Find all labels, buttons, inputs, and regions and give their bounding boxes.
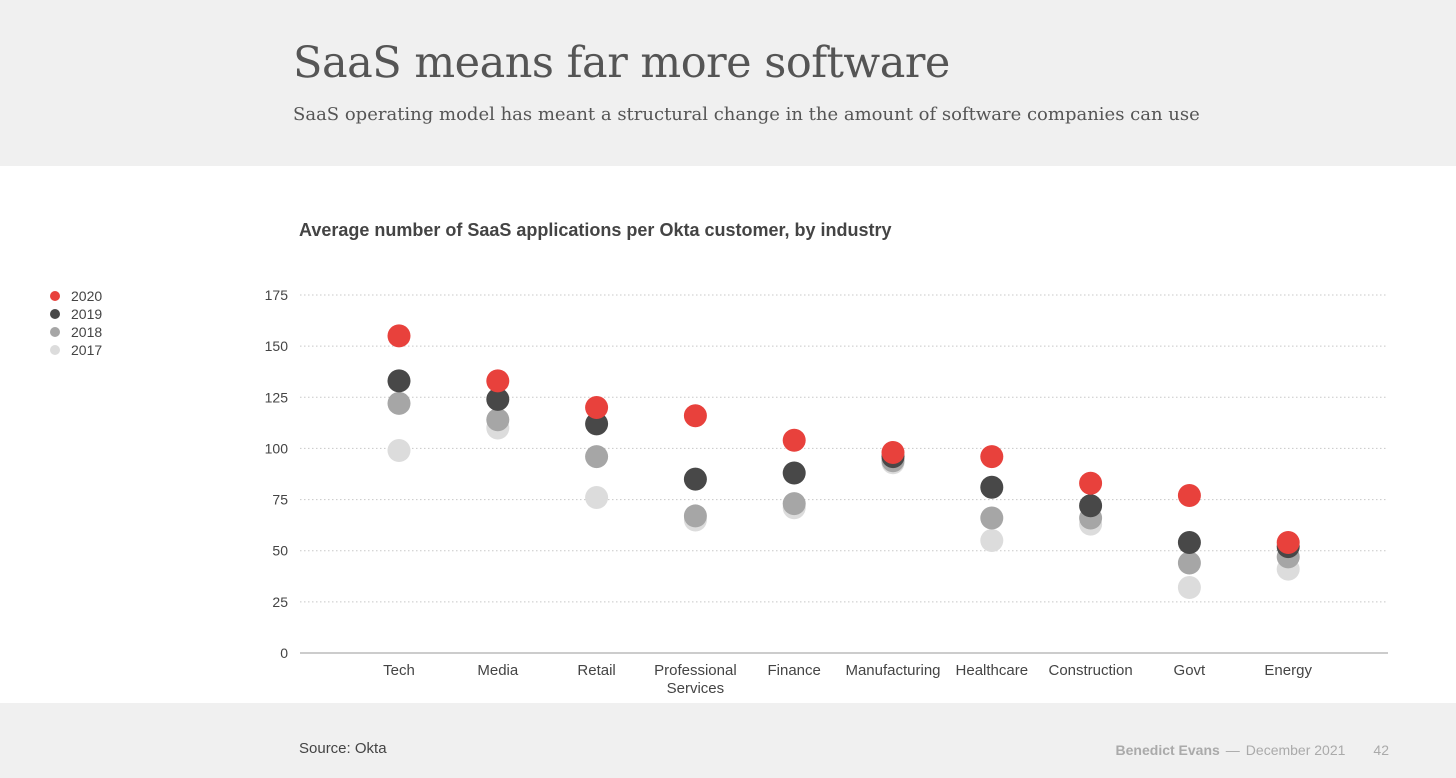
data-point-2020	[387, 324, 411, 348]
data-point-2019	[1177, 531, 1201, 555]
x-tick-label: Construction	[1048, 662, 1132, 679]
data-point-2020	[683, 404, 707, 428]
data-point-2017	[387, 438, 411, 462]
data-point-2018	[683, 504, 707, 528]
author-name: Benedict Evans	[1115, 742, 1220, 758]
y-tick-label: 0	[280, 645, 288, 661]
chart-title: Average number of SaaS applications per …	[299, 220, 892, 240]
slide-subtitle: SaaS operating model has meant a structu…	[293, 104, 1200, 125]
slide-footer	[0, 703, 1456, 778]
data-point-2020	[782, 428, 806, 452]
data-point-2019	[486, 387, 510, 411]
data-point-2019	[782, 461, 806, 485]
x-tick-label: Manufacturing	[845, 662, 940, 679]
data-point-2018	[585, 445, 609, 469]
data-point-2020	[980, 445, 1004, 469]
legend-item: 2020	[48, 287, 102, 305]
slide-title: SaaS means far more software	[293, 38, 950, 88]
x-tick-label: Tech	[383, 662, 415, 679]
legend-label: 2017	[71, 342, 103, 358]
x-tick-label: Professional	[654, 662, 737, 679]
legend-marker	[50, 309, 60, 319]
x-tick-label: Healthcare	[956, 662, 1029, 679]
legend-item: 2019	[48, 305, 102, 323]
data-point-2018	[782, 492, 806, 516]
x-tick-label: Services	[667, 680, 725, 697]
data-point-2018	[486, 408, 510, 432]
legend-marker	[50, 291, 60, 301]
data-point-2019	[1079, 494, 1103, 518]
legend-item: 2017	[48, 341, 102, 359]
x-tick-label: Media	[477, 662, 519, 679]
source-note: Source: Okta	[299, 740, 387, 757]
data-point-2019	[683, 467, 707, 491]
data-point-2017	[980, 528, 1004, 552]
data-point-2018	[980, 506, 1004, 530]
y-tick-label: 175	[265, 287, 289, 303]
data-point-2018	[1177, 551, 1201, 575]
legend-label: 2020	[71, 288, 103, 304]
x-tick-label: Energy	[1264, 662, 1312, 679]
x-tick-label: Finance	[768, 662, 821, 679]
legend-marker	[50, 345, 60, 355]
data-point-2020	[585, 396, 609, 420]
legend-item: 2018	[48, 323, 102, 341]
y-tick-label: 100	[265, 440, 289, 456]
data-point-2020	[1177, 483, 1201, 507]
slide-header: SaaS means far more software SaaS operat…	[0, 0, 1456, 166]
credit-separator: —	[1225, 742, 1240, 758]
y-tick-label: 150	[265, 338, 289, 354]
chart-legend: 2020 2019 2018 2017	[48, 287, 102, 359]
data-point-2019	[980, 475, 1004, 499]
legend-marker	[50, 327, 60, 337]
y-tick-label: 25	[272, 594, 288, 610]
data-point-2017	[1177, 576, 1201, 600]
y-tick-label: 50	[272, 543, 288, 559]
data-point-2018	[387, 391, 411, 415]
data-point-2017	[585, 486, 609, 510]
y-tick-label: 75	[272, 492, 288, 508]
x-tick-label: Retail	[577, 662, 615, 679]
data-point-2020	[486, 369, 510, 393]
credit-line: Benedict Evans — December 2021 42	[1116, 742, 1389, 758]
credit-date: December 2021	[1245, 742, 1346, 758]
data-point-2019	[585, 412, 609, 436]
x-tick-label: Govt	[1174, 662, 1207, 679]
data-point-2020	[1079, 471, 1103, 495]
legend-label: 2018	[71, 324, 103, 340]
page-number: 42	[1373, 742, 1389, 758]
legend-label: 2019	[71, 306, 103, 322]
data-point-2019	[387, 369, 411, 393]
data-point-2020	[1276, 531, 1300, 555]
y-tick-label: 125	[265, 389, 289, 405]
data-point-2020	[881, 441, 905, 465]
